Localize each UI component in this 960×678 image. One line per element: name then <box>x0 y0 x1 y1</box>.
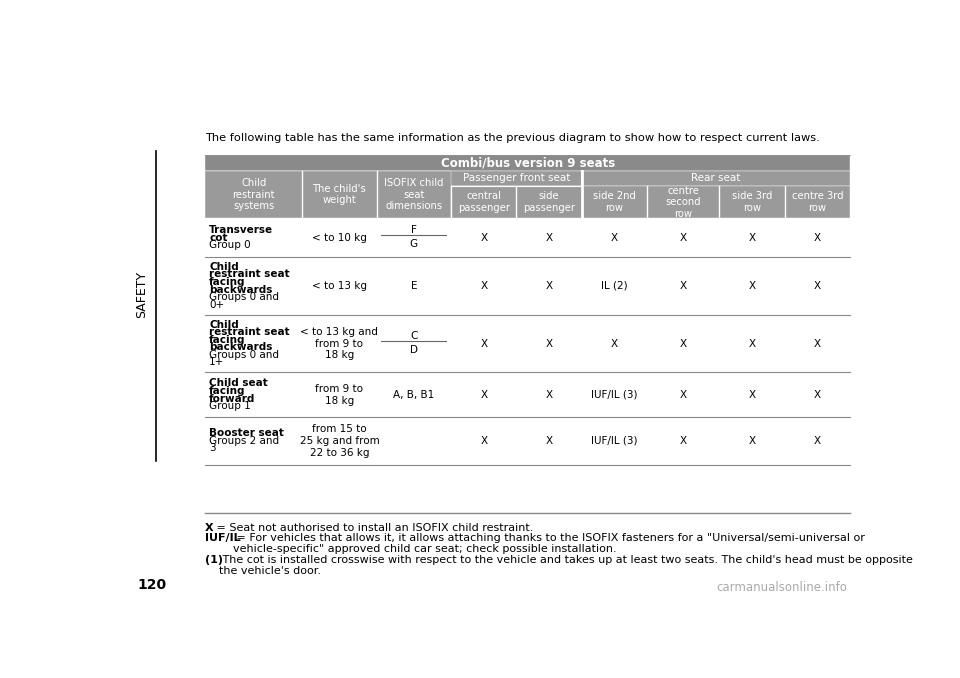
Text: X: X <box>611 338 618 348</box>
Text: Child: Child <box>209 262 239 272</box>
Text: side 3rd
row: side 3rd row <box>732 191 772 213</box>
Text: Child seat: Child seat <box>209 378 268 388</box>
Text: X: X <box>749 436 756 446</box>
Text: facing: facing <box>209 277 246 287</box>
Text: X: X <box>545 338 553 348</box>
Text: SAFETY: SAFETY <box>135 271 148 318</box>
Text: D: D <box>410 344 418 355</box>
Text: X: X <box>680 281 686 291</box>
Text: 0+: 0+ <box>209 300 225 310</box>
Text: Child: Child <box>209 320 239 330</box>
Bar <box>205 417 850 465</box>
Text: X: X <box>480 281 488 291</box>
Text: IUF/IL (3): IUF/IL (3) <box>591 390 637 400</box>
Text: X: X <box>545 390 553 400</box>
Text: centre 3rd
row: centre 3rd row <box>792 191 843 213</box>
Bar <box>205 257 850 315</box>
Text: 120: 120 <box>137 578 166 592</box>
Text: 1+: 1+ <box>209 357 225 367</box>
Text: IUF/IL: IUF/IL <box>205 534 241 543</box>
Text: Combi/bus version 9 seats: Combi/bus version 9 seats <box>441 156 614 169</box>
Text: < to 10 kg: < to 10 kg <box>312 233 367 243</box>
Text: X: X <box>680 338 686 348</box>
Text: X: X <box>480 338 488 348</box>
Text: Group 1: Group 1 <box>209 401 251 411</box>
Text: X: X <box>749 233 756 243</box>
Text: Rear seat: Rear seat <box>691 174 740 183</box>
Text: cot: cot <box>209 233 228 243</box>
Text: X: X <box>814 233 821 243</box>
Text: < to 13 kg: < to 13 kg <box>312 281 367 291</box>
Text: Child
restraint
systems: Child restraint systems <box>232 178 275 211</box>
Text: backwards: backwards <box>209 342 273 353</box>
Bar <box>205 171 850 186</box>
Text: facing: facing <box>209 386 246 396</box>
Text: carmanualsonline.info: carmanualsonline.info <box>716 581 847 594</box>
Text: side 2nd
row: side 2nd row <box>593 191 636 213</box>
Text: Transverse: Transverse <box>209 225 274 235</box>
Text: X: X <box>680 233 686 243</box>
Text: ISOFIX child
seat
dimensions: ISOFIX child seat dimensions <box>384 178 444 211</box>
Text: X: X <box>814 436 821 446</box>
Text: X: X <box>814 281 821 291</box>
Bar <box>205 372 850 417</box>
Text: from 9 to
18 kg: from 9 to 18 kg <box>316 384 364 405</box>
Text: Group 0: Group 0 <box>209 240 251 250</box>
Text: = Seat not authorised to install an ISOFIX child restraint.: = Seat not authorised to install an ISOF… <box>213 523 534 533</box>
Text: X: X <box>814 390 821 400</box>
Text: = For vehicles that allows it, it allows attaching thanks to the ISOFIX fastener: = For vehicles that allows it, it allows… <box>233 534 865 543</box>
Text: facing: facing <box>209 335 246 345</box>
Text: X: X <box>680 436 686 446</box>
Text: Groups 2 and: Groups 2 and <box>209 436 279 446</box>
Bar <box>205 186 850 218</box>
Bar <box>205 155 850 171</box>
Text: < to 13 kg and
from 9 to
18 kg: < to 13 kg and from 9 to 18 kg <box>300 327 378 360</box>
Text: X: X <box>749 338 756 348</box>
Text: IL (2): IL (2) <box>601 281 628 291</box>
Text: A, B, B1: A, B, B1 <box>394 390 435 400</box>
Text: Booster seat: Booster seat <box>209 428 284 439</box>
Bar <box>205 171 451 218</box>
Bar <box>205 218 850 257</box>
Text: X: X <box>814 338 821 348</box>
Text: G: G <box>410 239 418 249</box>
Text: X: X <box>749 281 756 291</box>
Text: X: X <box>480 436 488 446</box>
Text: E: E <box>411 281 417 291</box>
Text: restraint seat: restraint seat <box>209 327 290 337</box>
Text: backwards: backwards <box>209 285 273 294</box>
Text: The child's
weight: The child's weight <box>313 184 367 205</box>
Text: the vehicle's door.: the vehicle's door. <box>219 565 322 576</box>
Text: side
passenger: side passenger <box>523 191 575 213</box>
Text: from 15 to
25 kg and from
22 to 36 kg: from 15 to 25 kg and from 22 to 36 kg <box>300 424 379 458</box>
Text: X: X <box>205 523 214 533</box>
Text: X: X <box>680 390 686 400</box>
Text: restraint seat: restraint seat <box>209 269 290 279</box>
Text: The cot is installed crosswise with respect to the vehicle and takes up at least: The cot is installed crosswise with resp… <box>219 555 913 565</box>
Text: X: X <box>545 233 553 243</box>
Text: X: X <box>749 390 756 400</box>
Text: Groups 0 and: Groups 0 and <box>209 292 279 302</box>
Bar <box>205 315 850 372</box>
Text: X: X <box>545 436 553 446</box>
Text: The following table has the same information as the previous diagram to show how: The following table has the same informa… <box>205 133 820 142</box>
Text: centre
second
row: centre second row <box>665 186 701 219</box>
Text: forward: forward <box>209 393 255 403</box>
Text: X: X <box>480 233 488 243</box>
Text: X: X <box>545 281 553 291</box>
Text: IUF/IL (3): IUF/IL (3) <box>591 436 637 446</box>
Text: 3: 3 <box>209 443 216 454</box>
Text: Passenger front seat: Passenger front seat <box>463 174 570 183</box>
Text: X: X <box>480 390 488 400</box>
Text: C: C <box>410 331 418 341</box>
Text: Groups 0 and: Groups 0 and <box>209 350 279 360</box>
Text: X: X <box>611 233 618 243</box>
Text: central
passenger: central passenger <box>458 191 510 213</box>
Text: (1): (1) <box>205 555 224 565</box>
Text: vehicle-specific" approved child car seat; check possible installation.: vehicle-specific" approved child car sea… <box>233 544 616 554</box>
Text: F: F <box>411 225 417 235</box>
